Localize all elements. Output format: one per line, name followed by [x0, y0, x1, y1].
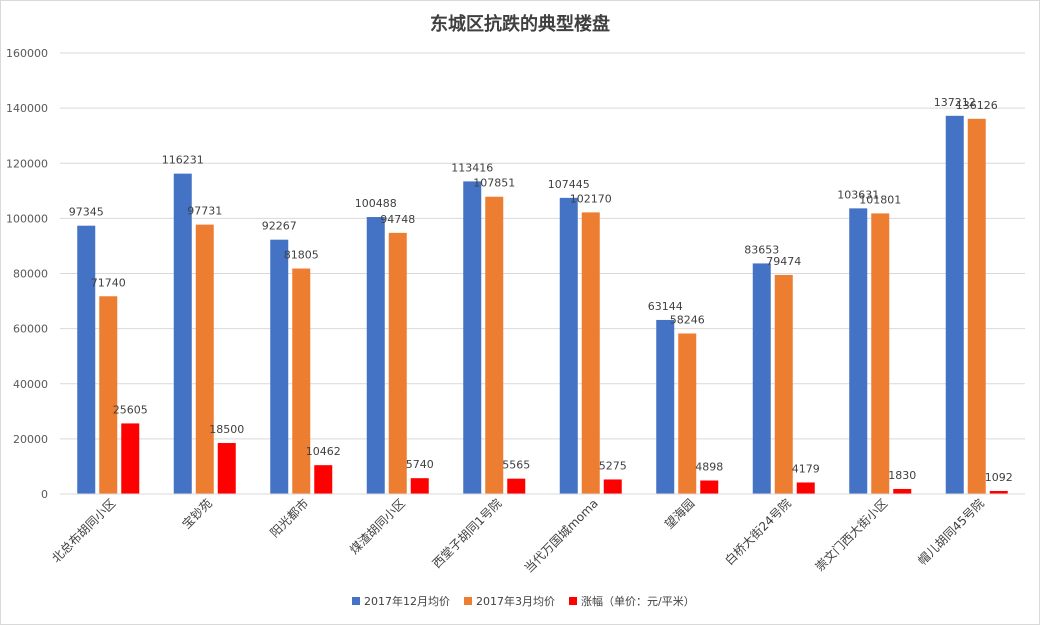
- data-label: 4179: [792, 462, 820, 475]
- data-label: 58246: [670, 313, 705, 326]
- legend-swatch-1: [352, 597, 360, 605]
- bar-1: [945, 115, 964, 495]
- bar-1: [77, 225, 96, 494]
- data-label: 81805: [284, 249, 319, 262]
- data-label: 136126: [956, 99, 998, 112]
- bar-1: [559, 197, 578, 494]
- bar-2: [774, 274, 793, 494]
- bar-1: [849, 208, 868, 494]
- bar-2: [195, 224, 214, 494]
- bar-1: [366, 217, 385, 494]
- legend-entry-3: 涨幅（单价：元/平米）: [581, 595, 695, 608]
- bar-3: [700, 480, 719, 494]
- chart-title: 东城区抗跌的典型楼盘: [430, 13, 610, 35]
- y-tick-label: 40000: [13, 378, 48, 391]
- bar-3: [893, 488, 912, 494]
- data-labels: 97345 71740 25605 116231 97731 18500 92267 8180…: [69, 96, 1013, 484]
- legend: 2017年12月均价 2017年3月均价 涨幅（单价：元/平米）: [352, 594, 695, 608]
- bar-2: [292, 268, 311, 494]
- legend-swatch-2: [464, 597, 472, 605]
- bar-3: [314, 465, 333, 494]
- data-label: 79474: [766, 255, 801, 268]
- y-tick-label: 20000: [13, 433, 48, 446]
- y-tick-label: 0: [41, 488, 48, 501]
- y-tick-label: 160000: [6, 47, 48, 60]
- data-label: 5740: [406, 458, 434, 471]
- bar-1: [270, 239, 289, 494]
- bar-3: [121, 423, 140, 494]
- data-label: 4898: [695, 460, 723, 473]
- data-label: 1092: [985, 471, 1013, 484]
- data-label: 102170: [570, 192, 612, 205]
- data-label: 63144: [648, 300, 683, 313]
- bar-3: [603, 479, 622, 494]
- bar-2: [581, 212, 600, 495]
- bar-3: [507, 478, 526, 494]
- data-label: 113416: [451, 161, 493, 174]
- y-tick-label: 140000: [6, 102, 48, 115]
- bar-2: [678, 333, 697, 494]
- bar-2: [485, 196, 504, 494]
- data-label: 25605: [113, 403, 148, 416]
- data-label: 10462: [306, 445, 341, 458]
- data-label: 97731: [187, 205, 222, 218]
- bar-2: [99, 296, 118, 494]
- legend-swatch-3: [569, 597, 577, 605]
- data-label: 94748: [380, 213, 415, 226]
- bar-3: [796, 482, 815, 494]
- bar-2: [967, 118, 986, 495]
- bar-3: [217, 443, 236, 494]
- data-label: 83653: [744, 243, 779, 256]
- data-label: 5275: [599, 459, 627, 472]
- data-label: 101801: [859, 193, 901, 206]
- data-label: 92267: [262, 220, 297, 233]
- data-label: 103631: [837, 188, 879, 201]
- data-label: 97345: [69, 206, 104, 219]
- legend-entry-1: 2017年12月均价: [364, 594, 450, 608]
- data-label: 107851: [473, 177, 515, 190]
- y-axis: 0 20000 40000 60000 80000 100000 120000 140000 1…: [6, 47, 48, 501]
- legend-entry-2: 2017年3月均价: [476, 594, 555, 608]
- data-label: 100488: [355, 197, 397, 210]
- bar-1: [752, 263, 771, 494]
- bar-3: [989, 490, 1008, 494]
- bar-2: [388, 232, 407, 494]
- data-label: 137212: [934, 96, 976, 109]
- bar-1: [463, 181, 482, 494]
- data-label: 1830: [888, 469, 916, 482]
- data-label: 116231: [162, 154, 204, 167]
- bars: [77, 115, 1008, 495]
- data-label: 71740: [91, 276, 126, 289]
- data-label: 107445: [548, 178, 590, 191]
- y-tick-label: 100000: [6, 212, 48, 225]
- bar-1: [173, 173, 192, 494]
- y-tick-label: 120000: [6, 157, 48, 170]
- data-label: 5565: [502, 459, 530, 472]
- bar-2: [871, 213, 890, 494]
- y-tick-label: 80000: [13, 268, 48, 281]
- bar-1: [656, 319, 675, 494]
- bar-3: [410, 478, 429, 494]
- data-label: 18500: [209, 423, 244, 436]
- y-tick-label: 60000: [13, 323, 48, 336]
